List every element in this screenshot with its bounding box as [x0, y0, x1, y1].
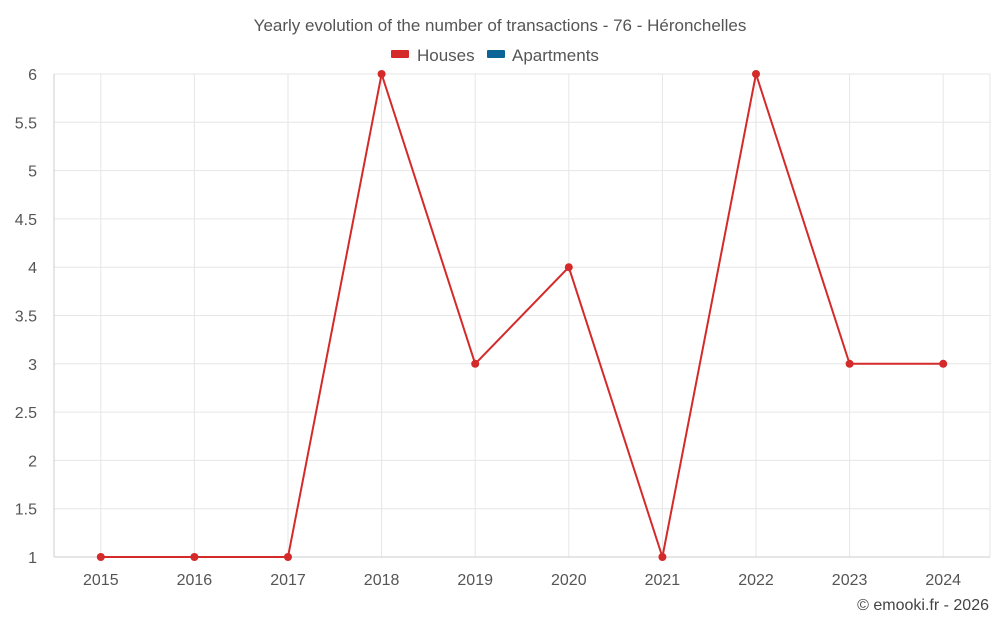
- y-tick-label: 5.5: [15, 115, 37, 132]
- credit-text: © emooki.fr - 2026: [857, 597, 989, 614]
- data-point-2017[interactable]: [284, 553, 292, 561]
- y-tick-label: 5: [28, 164, 37, 181]
- y-tick-label: 4: [28, 260, 37, 277]
- x-axis-ticks: 2015 2016 2017 2018 2019 2020 2021 2022 2023 2024: [83, 572, 961, 589]
- data-point-2015[interactable]: [96, 553, 105, 561]
- x-tick-label: 2015: [83, 572, 119, 589]
- data-point-2021[interactable]: [658, 553, 667, 561]
- legend-label-apartments: Apartments: [512, 46, 599, 65]
- data-point-2016[interactable]: [190, 553, 199, 561]
- legend-item-houses[interactable]: Houses: [391, 46, 475, 65]
- x-tick-label: 2019: [457, 572, 493, 589]
- data-point-2020[interactable]: [564, 263, 573, 272]
- data-point-2023[interactable]: [845, 359, 854, 368]
- x-tick-label: 2021: [645, 572, 681, 589]
- x-tick-label: 2018: [364, 572, 400, 589]
- legend-swatch-apartments: [487, 50, 505, 58]
- y-tick-label: 2.5: [15, 405, 37, 422]
- legend: Houses Apartments: [391, 46, 599, 65]
- data-point-2019[interactable]: [471, 359, 480, 368]
- y-tick-label: 2: [28, 453, 37, 470]
- x-tick-label: 2023: [832, 572, 868, 589]
- y-tick-label: 3: [28, 357, 37, 374]
- x-tick-label: 2016: [177, 572, 213, 589]
- data-point-2024[interactable]: [939, 359, 948, 368]
- x-tick-label: 2017: [270, 572, 306, 589]
- y-tick-label: 6: [28, 67, 37, 84]
- y-tick-label: 1: [28, 550, 37, 567]
- y-tick-label: 4.5: [15, 212, 37, 229]
- series-line-houses: [100, 73, 944, 558]
- x-tick-label: 2020: [551, 572, 587, 589]
- legend-swatch-houses: [391, 50, 409, 58]
- x-tick-label: 2024: [925, 572, 961, 589]
- x-tick-label: 2022: [738, 572, 774, 589]
- y-tick-label: 1.5: [15, 502, 37, 519]
- y-tick-label: 3.5: [15, 309, 37, 326]
- legend-label-houses: Houses: [417, 46, 475, 65]
- chart-title: Yearly evolution of the number of transa…: [254, 16, 747, 35]
- data-point-2018[interactable]: [377, 70, 386, 78]
- legend-item-apartments[interactable]: Apartments: [487, 46, 599, 65]
- y-axis-ticks: 1 1.5 2 2.5 3 3.5 4 4.5 5 5.5 6: [15, 67, 37, 567]
- data-point-2022[interactable]: [752, 70, 760, 78]
- series-houses: [96, 70, 948, 561]
